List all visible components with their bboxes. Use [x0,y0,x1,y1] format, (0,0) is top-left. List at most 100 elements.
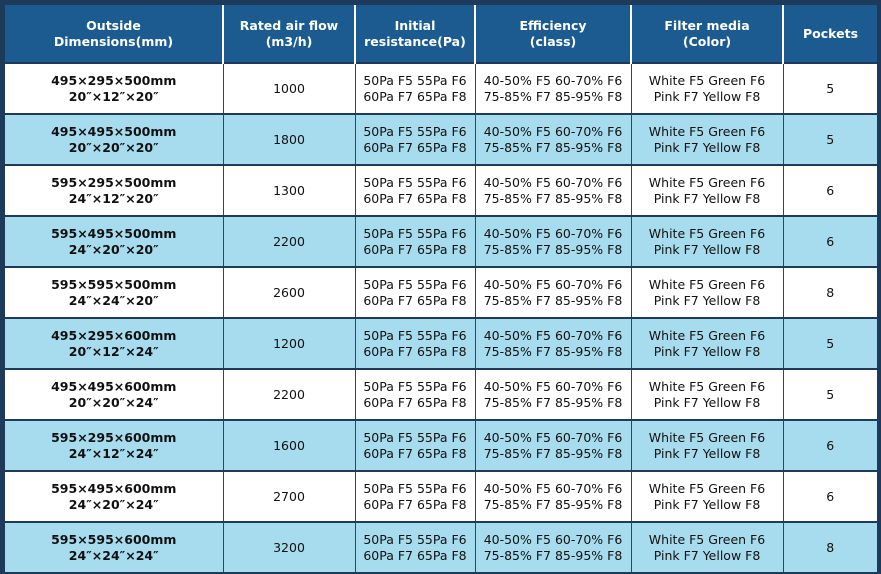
cell-initial-resistance: 50Pa F5 55Pa F6 60Pa F7 65Pa F8 [355,419,476,471]
cell-pockets: 5 [783,62,877,114]
cell-text: White F5 Green F6 [648,480,766,496]
cell-text: 8 [826,539,835,555]
cell-rated-air-flow: 1300 [223,164,356,216]
cell-rated-air-flow: 1200 [223,317,356,369]
cell-text: 75-85% F7 85-95% F8 [483,394,623,410]
cell-text: 60Pa F7 65Pa F8 [363,139,467,155]
cell-text: 495×495×600mm [51,378,177,394]
cell-filter-media: White F5 Green F6 Pink F7 Yellow F8 [631,62,784,114]
cell-dimensions: 595×295×600mm 24″×12″×24″ [5,419,224,471]
cell-text: 24″×20″×24″ [68,496,159,512]
cell-text: 40-50% F5 60-70% F6 [483,174,623,190]
cell-text: 1200 [273,335,305,351]
cell-text: White F5 Green F6 [648,123,766,139]
cell-text: 75-85% F7 85-95% F8 [483,547,623,563]
cell-initial-resistance: 50Pa F5 55Pa F6 60Pa F7 65Pa F8 [355,521,476,572]
cell-text: 75-85% F7 85-95% F8 [483,88,623,104]
cell-text: 75-85% F7 85-95% F8 [483,190,623,206]
cell-filter-media: White F5 Green F6 Pink F7 Yellow F8 [631,215,784,267]
cell-efficiency: 40-50% F5 60-70% F6 75-85% F7 85-95% F8 [475,470,632,522]
header-line: Dimensions(mm) [53,33,174,49]
cell-dimensions: 595×495×500mm 24″×20″×20″ [5,215,224,267]
cell-text: Pink F7 Yellow F8 [653,496,761,512]
cell-pockets: 5 [783,113,877,165]
cell-text: 60Pa F7 65Pa F8 [363,88,467,104]
cell-text: 20″×12″×20″ [68,88,159,104]
cell-pockets: 5 [783,317,877,369]
cell-initial-resistance: 50Pa F5 55Pa F6 60Pa F7 65Pa F8 [355,215,476,267]
table-row: 595×295×500mm 24″×12″×20″ 1300 50Pa F5 55Pa… [5,164,877,216]
cell-efficiency: 40-50% F5 60-70% F6 75-85% F7 85-95% F8 [475,368,632,420]
cell-text: 40-50% F5 60-70% F6 [483,123,623,139]
table-row: 595×495×500mm 24″×20″×20″ 2200 50Pa F5 55Pa… [5,215,877,267]
header-line: (m3/h) [265,33,313,49]
cell-text: 8 [826,284,835,300]
header-rated-air-flow: Rated air flow (m3/h) [223,5,356,63]
cell-dimensions: 595×495×600mm 24″×20″×24″ [5,470,224,522]
cell-text: 50Pa F5 55Pa F6 [363,378,467,394]
cell-text: 75-85% F7 85-95% F8 [483,445,623,461]
cell-filter-media: White F5 Green F6 Pink F7 Yellow F8 [631,521,784,572]
cell-rated-air-flow: 2200 [223,368,356,420]
cell-text: 24″×12″×24″ [68,445,159,461]
header-filter-media: Filter media (Color) [631,5,784,63]
cell-text: 2700 [273,488,305,504]
cell-initial-resistance: 50Pa F5 55Pa F6 60Pa F7 65Pa F8 [355,470,476,522]
cell-filter-media: White F5 Green F6 Pink F7 Yellow F8 [631,266,784,318]
cell-text: 595×595×500mm [51,276,177,292]
cell-pockets: 6 [783,215,877,267]
header-efficiency: Efficiency (class) [475,5,632,63]
cell-text: White F5 Green F6 [648,174,766,190]
cell-efficiency: 40-50% F5 60-70% F6 75-85% F7 85-95% F8 [475,215,632,267]
cell-text: 40-50% F5 60-70% F6 [483,225,623,241]
cell-text: 60Pa F7 65Pa F8 [363,496,467,512]
cell-rated-air-flow: 2200 [223,215,356,267]
cell-pockets: 8 [783,266,877,318]
cell-initial-resistance: 50Pa F5 55Pa F6 60Pa F7 65Pa F8 [355,113,476,165]
cell-dimensions: 495×295×500mm 20″×12″×20″ [5,62,224,114]
cell-rated-air-flow: 2700 [223,470,356,522]
cell-text: 495×495×500mm [51,123,177,139]
table-row: 495×495×600mm 20″×20″×24″ 2200 50Pa F5 55Pa… [5,368,877,420]
header-row: Outside Dimensions(mm) Rated air flow (m… [5,5,877,63]
cell-text: White F5 Green F6 [648,225,766,241]
cell-dimensions: 595×595×600mm 24″×24″×24″ [5,521,224,572]
table-row: 595×295×600mm 24″×12″×24″ 1600 50Pa F5 55Pa… [5,419,877,471]
cell-text: 40-50% F5 60-70% F6 [483,531,623,547]
cell-filter-media: White F5 Green F6 Pink F7 Yellow F8 [631,470,784,522]
cell-initial-resistance: 50Pa F5 55Pa F6 60Pa F7 65Pa F8 [355,164,476,216]
cell-text: 20″×20″×20″ [68,139,159,155]
cell-text: 75-85% F7 85-95% F8 [483,343,623,359]
cell-initial-resistance: 50Pa F5 55Pa F6 60Pa F7 65Pa F8 [355,368,476,420]
header-line: Initial [394,17,436,33]
cell-rated-air-flow: 1800 [223,113,356,165]
cell-pockets: 6 [783,164,877,216]
cell-text: 75-85% F7 85-95% F8 [483,496,623,512]
cell-text: Pink F7 Yellow F8 [653,445,761,461]
cell-efficiency: 40-50% F5 60-70% F6 75-85% F7 85-95% F8 [475,521,632,572]
cell-text: 60Pa F7 65Pa F8 [363,292,467,308]
cell-text: 1800 [273,131,305,147]
cell-rated-air-flow: 3200 [223,521,356,572]
header-line: (class) [529,33,577,49]
cell-text: 40-50% F5 60-70% F6 [483,327,623,343]
cell-filter-media: White F5 Green F6 Pink F7 Yellow F8 [631,368,784,420]
header-pockets: Pockets [783,5,877,63]
cell-text: Pink F7 Yellow F8 [653,139,761,155]
table-row: 595×595×600mm 24″×24″×24″ 3200 50Pa F5 55Pa… [5,521,877,572]
header-line: resistance(Pa) [364,33,466,49]
cell-text: Pink F7 Yellow F8 [653,88,761,104]
cell-text: White F5 Green F6 [648,378,766,394]
cell-text: 5 [826,80,835,96]
table-header: Outside Dimensions(mm) Rated air flow (m… [5,5,877,63]
table-row: 595×495×600mm 24″×20″×24″ 2700 50Pa F5 55Pa… [5,470,877,522]
cell-efficiency: 40-50% F5 60-70% F6 75-85% F7 85-95% F8 [475,164,632,216]
cell-rated-air-flow: 2600 [223,266,356,318]
cell-text: 60Pa F7 65Pa F8 [363,394,467,410]
cell-text: 6 [826,233,835,249]
cell-text: 2200 [273,386,305,402]
cell-text: White F5 Green F6 [648,531,766,547]
cell-initial-resistance: 50Pa F5 55Pa F6 60Pa F7 65Pa F8 [355,62,476,114]
filter-spec-table: Outside Dimensions(mm) Rated air flow (m… [5,5,877,572]
cell-text: 60Pa F7 65Pa F8 [363,547,467,563]
